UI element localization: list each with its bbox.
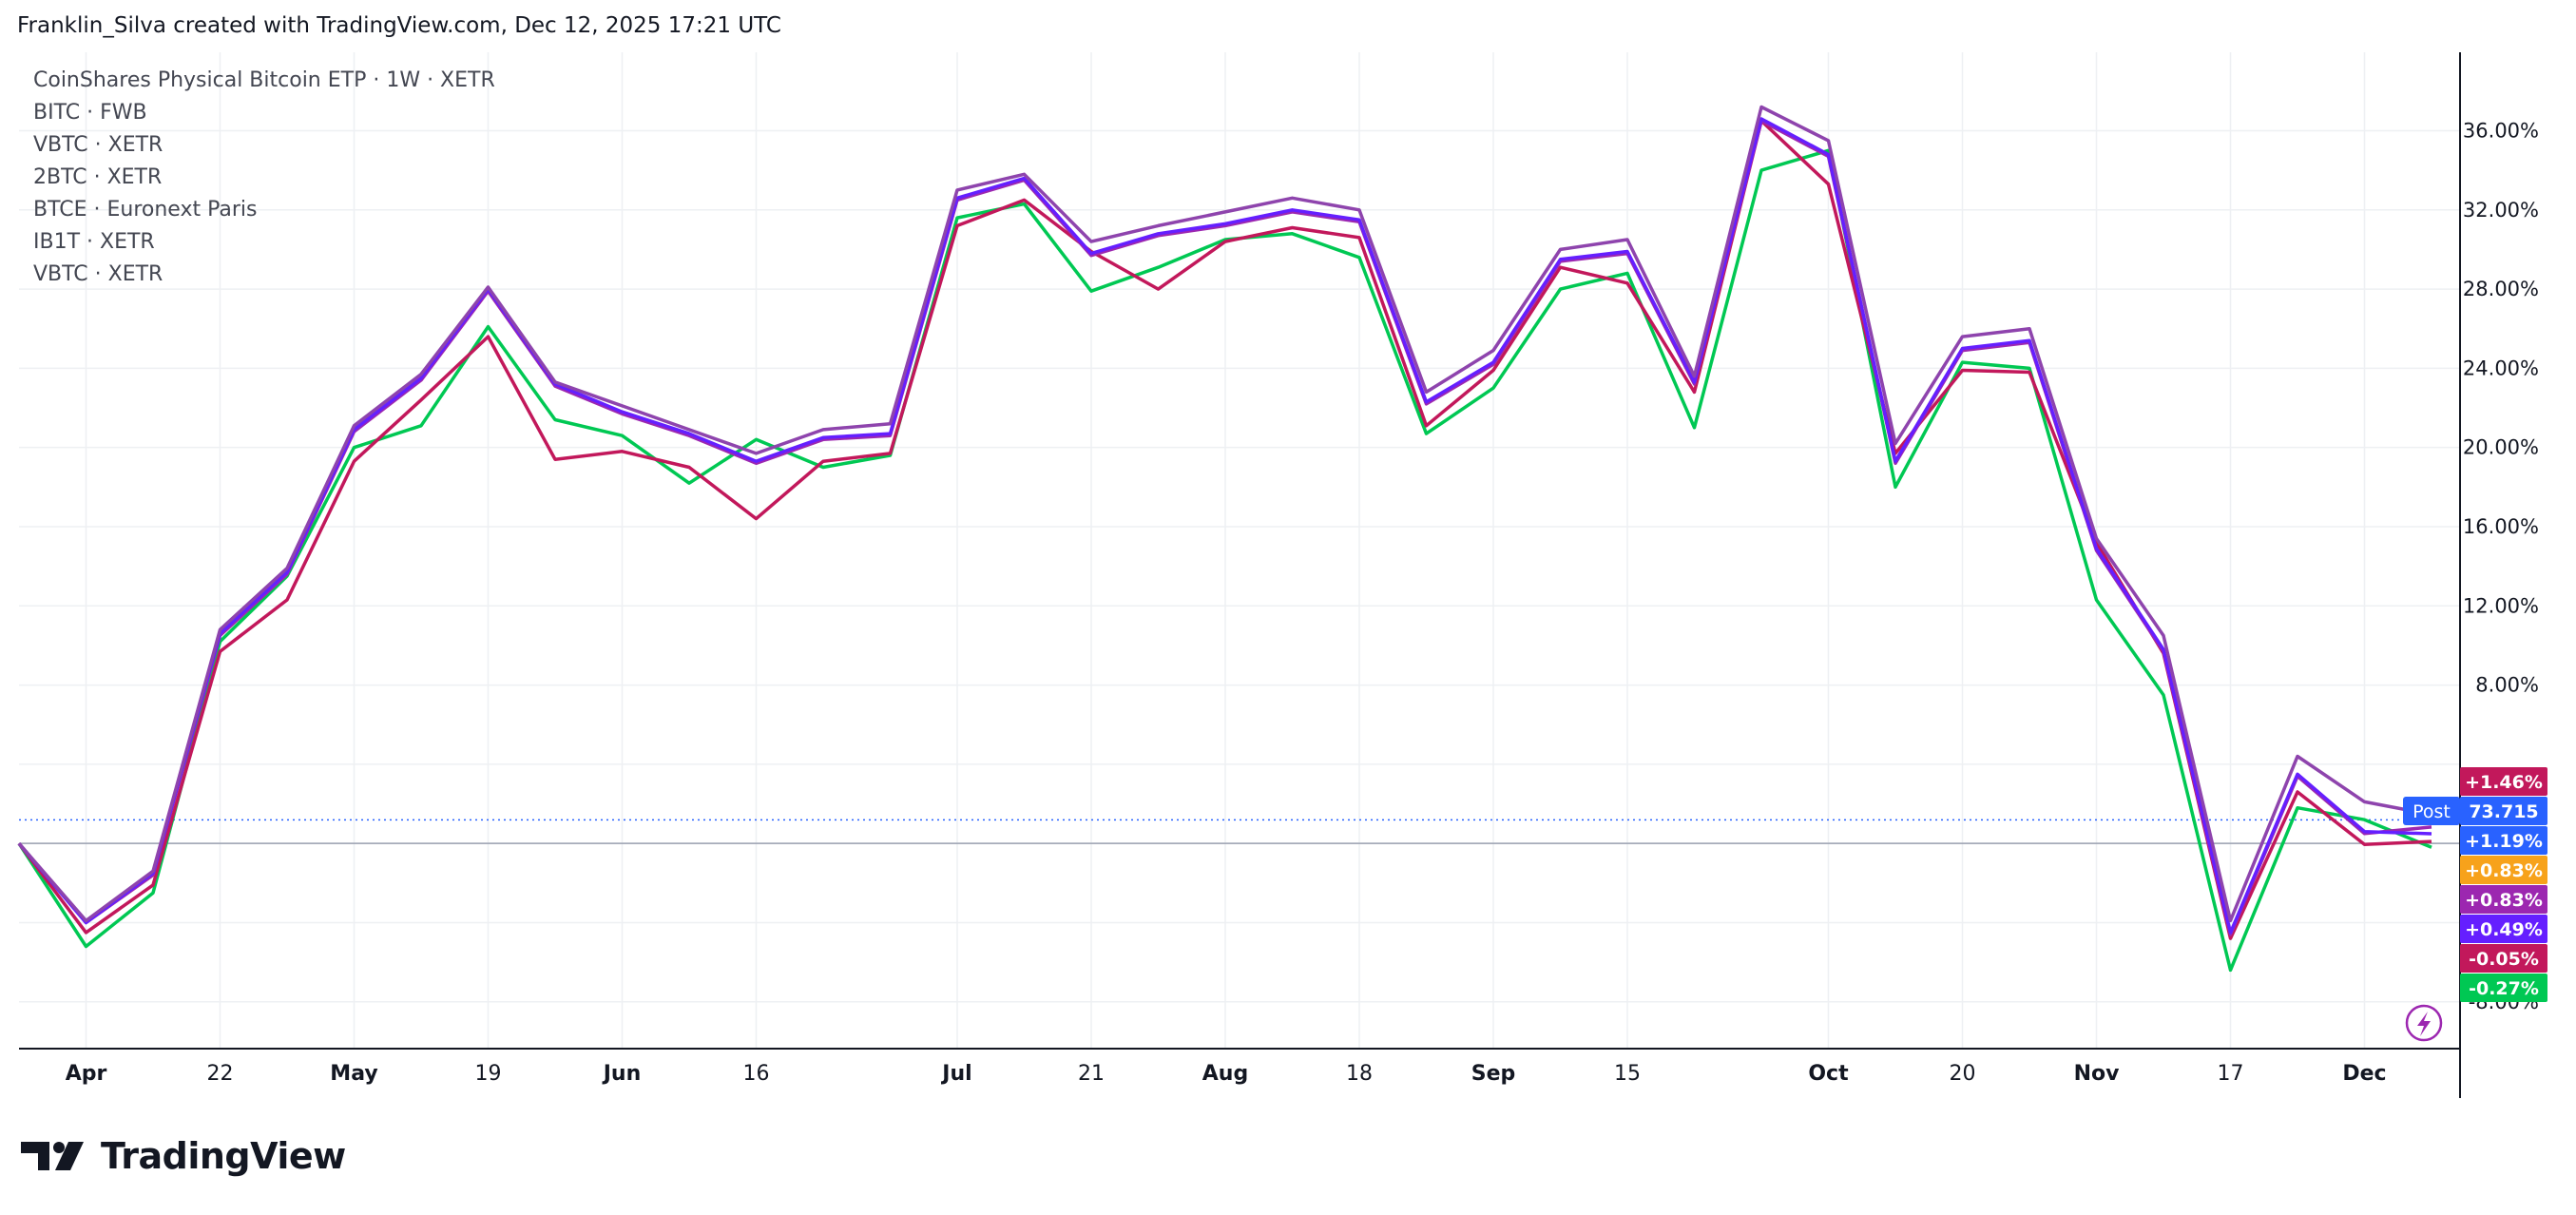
x-tick-label: 22 bbox=[207, 1062, 234, 1086]
series-line-4 bbox=[17, 105, 2432, 923]
price-badge bbox=[2460, 767, 2547, 796]
post-market-label: Post 73.715 bbox=[2403, 797, 2547, 825]
price-badge bbox=[2460, 885, 2547, 914]
post-value-text: 73.715 bbox=[2469, 801, 2538, 822]
post-tag-text: Post bbox=[2413, 801, 2451, 822]
tradingview-brand[interactable]: TradingView bbox=[21, 1133, 346, 1179]
price-badge-text: +0.83% bbox=[2465, 860, 2543, 881]
series-line-0 bbox=[17, 148, 2432, 973]
price-badge-text: +0.83% bbox=[2465, 890, 2543, 911]
x-tick-label: Sep bbox=[1471, 1062, 1516, 1086]
x-tick-label: Apr bbox=[66, 1062, 107, 1086]
price-badge bbox=[2460, 856, 2547, 884]
lightning-button[interactable] bbox=[2405, 1004, 2443, 1042]
x-tick-label: 18 bbox=[1346, 1062, 1373, 1086]
x-tick-label: Aug bbox=[1202, 1062, 1248, 1086]
legend-series-ib1t[interactable]: IB1T · XETR bbox=[33, 230, 155, 254]
legend-series-bitc[interactable]: BITC · FWB bbox=[33, 101, 147, 125]
y-tick-label: 32.00% bbox=[2463, 199, 2539, 222]
series-line-3 bbox=[17, 117, 2432, 935]
series-legend: CoinShares Physical Bitcoin ETP · 1W · X… bbox=[33, 65, 495, 291]
x-tick-label: Nov bbox=[2074, 1062, 2121, 1086]
lightning-icon bbox=[2417, 1012, 2431, 1036]
x-tick-label: 20 bbox=[1950, 1062, 1976, 1086]
price-badge bbox=[2460, 915, 2547, 943]
price-badge bbox=[2460, 944, 2547, 973]
price-badge-text: +0.49% bbox=[2465, 919, 2543, 940]
x-tick-label: Oct bbox=[1808, 1062, 1849, 1086]
lightning-circle bbox=[2405, 1004, 2443, 1042]
x-tick-label: Dec bbox=[2342, 1062, 2386, 1086]
x-tick-label: Jun bbox=[602, 1062, 642, 1086]
post-tag bbox=[2403, 797, 2460, 825]
y-tick-label: 16.00% bbox=[2463, 515, 2539, 538]
legend-series-vbtc-2[interactable]: VBTC · XETR bbox=[33, 262, 163, 286]
legend-main-series[interactable]: CoinShares Physical Bitcoin ETP · 1W · X… bbox=[33, 68, 495, 92]
y-tick-label: 20.00% bbox=[2463, 436, 2539, 459]
price-badge-text: -0.05% bbox=[2469, 949, 2539, 970]
legend-series-btce[interactable]: BTCE · Euronext Paris bbox=[33, 198, 258, 222]
price-badge-text: +1.46% bbox=[2465, 772, 2543, 793]
x-tick-label: 17 bbox=[2218, 1062, 2244, 1086]
legend-series-2btc[interactable]: 2BTC · XETR bbox=[33, 165, 163, 189]
x-tick-label: May bbox=[330, 1062, 377, 1086]
price-badge bbox=[2460, 826, 2547, 855]
y-tick-label: 24.00% bbox=[2463, 357, 2539, 379]
post-value-badge bbox=[2460, 797, 2547, 825]
x-axis-labels: Apr 22 May 19 Jun 16 Jul 21 Aug 18 Sep 15 Oct 20 Nov 17… bbox=[66, 1062, 2387, 1086]
price-badge bbox=[2460, 974, 2547, 1002]
y-tick-label: 8.00% bbox=[2475, 674, 2539, 697]
y-tick-label: 12.00% bbox=[2463, 594, 2539, 617]
price-badge-text: +1.19% bbox=[2465, 831, 2543, 852]
x-tick-label: 21 bbox=[1078, 1062, 1105, 1086]
price-badges: +1.46% +1.19% +0.83% +0.83% +0.49% -0.05% -0.2… bbox=[2460, 767, 2547, 1002]
x-tick-label: 15 bbox=[1614, 1062, 1641, 1086]
reference-lines bbox=[19, 819, 2460, 844]
price-badge-text: -0.27% bbox=[2469, 978, 2539, 999]
x-tick-label: 16 bbox=[743, 1062, 770, 1086]
x-tick-label: Jul bbox=[940, 1062, 971, 1086]
tradingview-logo-icon bbox=[21, 1142, 84, 1170]
tradingview-wordmark: TradingView bbox=[101, 1135, 346, 1177]
y-tick-label: 28.00% bbox=[2463, 278, 2539, 300]
chart-attribution: Franklin_Silva created with TradingView.… bbox=[17, 13, 781, 38]
series-line-1 bbox=[17, 119, 2432, 940]
y-axis-labels: 36.00% 32.00% 28.00% 24.00% 20.00% 16.00% 12.0… bbox=[2463, 119, 2539, 1012]
series-lines bbox=[17, 105, 2432, 973]
y-tick-label: 36.00% bbox=[2463, 119, 2539, 142]
x-tick-label: 19 bbox=[475, 1062, 502, 1086]
legend-series-vbtc[interactable]: VBTC · XETR bbox=[33, 133, 163, 157]
